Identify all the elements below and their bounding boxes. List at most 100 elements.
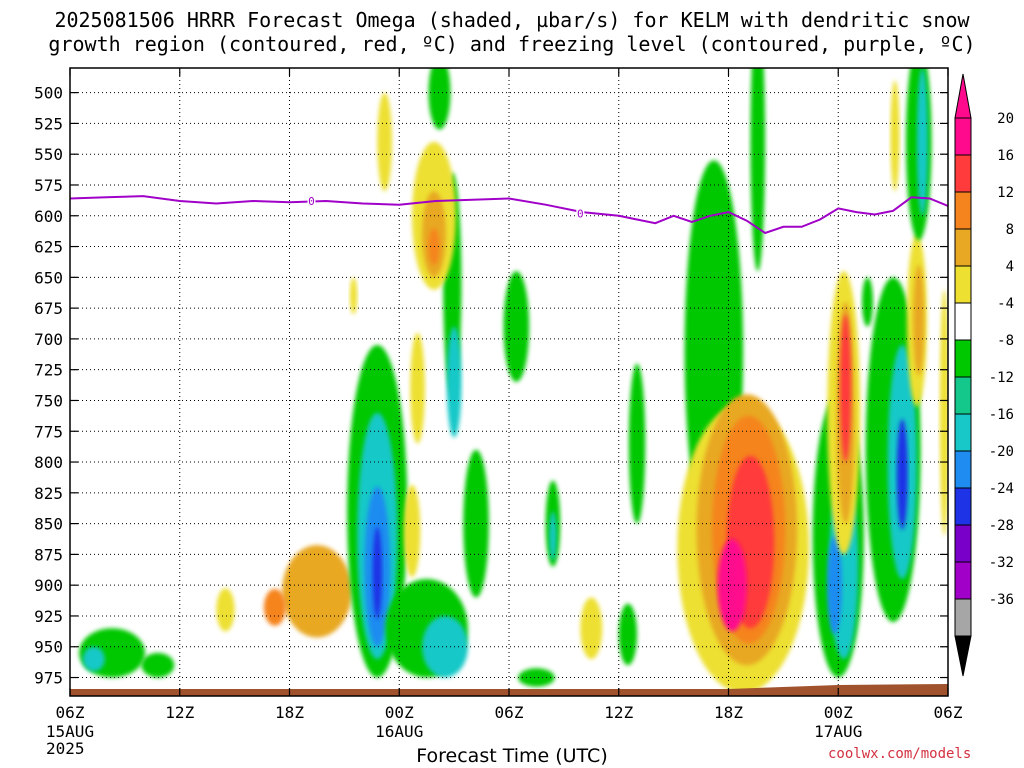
- colorbar-top-arrow: [954, 73, 972, 119]
- y-tick-label-900: 900: [34, 576, 63, 595]
- colorbar-swatch-5: [954, 302, 972, 341]
- colorbar-swatch-10: [954, 487, 972, 526]
- x-tick-date-0: 15AUG: [46, 722, 94, 741]
- omega-cell-0: [282, 545, 352, 638]
- x-tick-date-7: 17AUG: [814, 722, 862, 741]
- colorbar-swatch-6: [954, 339, 972, 378]
- omega-cell-31: [750, 68, 766, 272]
- omega-cell-13: [463, 449, 489, 598]
- colorbar-bottom-arrow: [954, 635, 972, 677]
- colorbar-swatch-2: [954, 191, 972, 230]
- omega-cell-28: [628, 363, 646, 524]
- y-tick-label-600: 600: [34, 207, 63, 226]
- omega-cell-27: [618, 603, 638, 666]
- colorbar-label-8: -16: [989, 407, 1014, 423]
- x-axis-title: Forecast Time (UTC): [416, 745, 608, 767]
- omega-cell-11: [422, 615, 468, 678]
- colorbar-swatch-12: [954, 561, 972, 600]
- colorbar-swatch-9: [954, 450, 972, 489]
- grid-lines: [70, 68, 948, 696]
- omega-cell-1: [263, 588, 286, 626]
- omega-cell-42: [840, 314, 852, 463]
- freezing-label-bg-0: [307, 194, 316, 207]
- colorbar-swatch-4: [954, 265, 972, 304]
- y-tick-label-825: 825: [34, 484, 63, 503]
- omega-cell-43: [862, 277, 874, 327]
- y-tick-label-875: 875: [34, 545, 63, 564]
- colorbar-label-3: 8: [1006, 222, 1014, 238]
- omega-cell-4: [82, 646, 105, 672]
- y-tick-label-725: 725: [34, 361, 63, 380]
- colorbar-swatch-7: [954, 376, 972, 415]
- omega-cell-23: [349, 277, 358, 315]
- colorbar-label-2: 12: [997, 185, 1014, 201]
- colorbar: 20 16 12 8 4 -4 -8 -12 -16 -20 -24 -28 -32 -36: [954, 73, 1014, 677]
- colorbar-label-1: 16: [997, 148, 1014, 164]
- colorbar-label-9: -20: [989, 444, 1014, 460]
- colorbar-label-12: -32: [989, 555, 1014, 571]
- omega-cell-14: [503, 271, 530, 382]
- y-tick-label-925: 925: [34, 607, 63, 626]
- site-credit: coolwx.com/models: [828, 746, 972, 762]
- chart-title-line2: growth region (contoured, red, ºC) and f…: [48, 32, 976, 56]
- colorbar-label-0: 20: [997, 111, 1014, 127]
- y-tick-label-975: 975: [34, 669, 63, 688]
- x-tick-label-4: 06Z: [495, 703, 524, 722]
- y-tick-label-525: 525: [34, 114, 63, 133]
- y-tick-label-675: 675: [34, 299, 63, 318]
- y-tick-label-775: 775: [34, 422, 63, 441]
- omega-cell-36: [717, 539, 747, 632]
- omega-cell-26: [580, 597, 603, 660]
- colorbar-label-11: -28: [989, 518, 1014, 534]
- colorbar-swatch-11: [954, 524, 972, 563]
- colorbar-swatch-0: [954, 117, 972, 156]
- freezing-level-contour: 00: [70, 194, 948, 235]
- omega-cell-2: [216, 588, 235, 632]
- chart-title-line1: 2025081506 HRRR Forecast Omega (shaded, …: [54, 8, 970, 32]
- x-tick-label-2: 18Z: [275, 703, 304, 722]
- y-axis-ticks: 500 525 550 575 600 625 650 675 700 725 750 775 800 8…: [34, 84, 948, 688]
- y-tick-label-750: 750: [34, 391, 63, 410]
- omega-cell-9: [372, 526, 382, 620]
- omega-cell-21: [377, 92, 392, 192]
- colorbar-label-5: -4: [997, 296, 1014, 312]
- omega-cell-48: [913, 265, 925, 376]
- omega-cell-52: [939, 289, 948, 536]
- x-tick-label-8: 06Z: [934, 703, 963, 722]
- y-tick-label-650: 650: [34, 268, 63, 287]
- freezing-label-bg-1: [576, 207, 585, 220]
- omega-cell-22: [428, 68, 451, 130]
- colorbar-label-6: -8: [997, 333, 1014, 349]
- start-year-label: 2025: [46, 739, 85, 758]
- omega-cell-25: [549, 511, 557, 561]
- colorbar-swatch-3: [954, 228, 972, 267]
- y-tick-label-550: 550: [34, 145, 63, 164]
- colorbar-label-13: -36: [989, 592, 1014, 608]
- y-tick-label-575: 575: [34, 176, 63, 195]
- omega-cell-51: [890, 80, 900, 192]
- y-tick-label-950: 950: [34, 638, 63, 657]
- omega-cell-16: [410, 332, 425, 444]
- freezing-label-0: 0: [308, 195, 315, 208]
- omega-cell-5: [141, 652, 175, 678]
- colorbar-swatch-1: [954, 154, 972, 193]
- omega-cell-29: [518, 668, 555, 687]
- x-tick-label-0: 06Z: [56, 703, 85, 722]
- x-tick-label-1: 12Z: [165, 703, 194, 722]
- omega-cell-17: [446, 326, 462, 438]
- x-tick-date-3: 16AUG: [375, 722, 423, 741]
- x-tick-label-7: 00Z: [824, 703, 853, 722]
- omega-shading: [79, 68, 948, 693]
- freezing-level-line: [70, 195, 948, 235]
- y-tick-label-800: 800: [34, 453, 63, 472]
- y-tick-label-850: 850: [34, 515, 63, 534]
- y-tick-label-500: 500: [34, 84, 63, 103]
- y-tick-label-625: 625: [34, 238, 63, 257]
- freezing-label-1: 0: [577, 207, 584, 220]
- colorbar-label-10: -24: [989, 481, 1014, 497]
- y-tick-label-700: 700: [34, 330, 63, 349]
- colorbar-label-4: 4: [1006, 259, 1014, 275]
- x-tick-label-5: 12Z: [604, 703, 633, 722]
